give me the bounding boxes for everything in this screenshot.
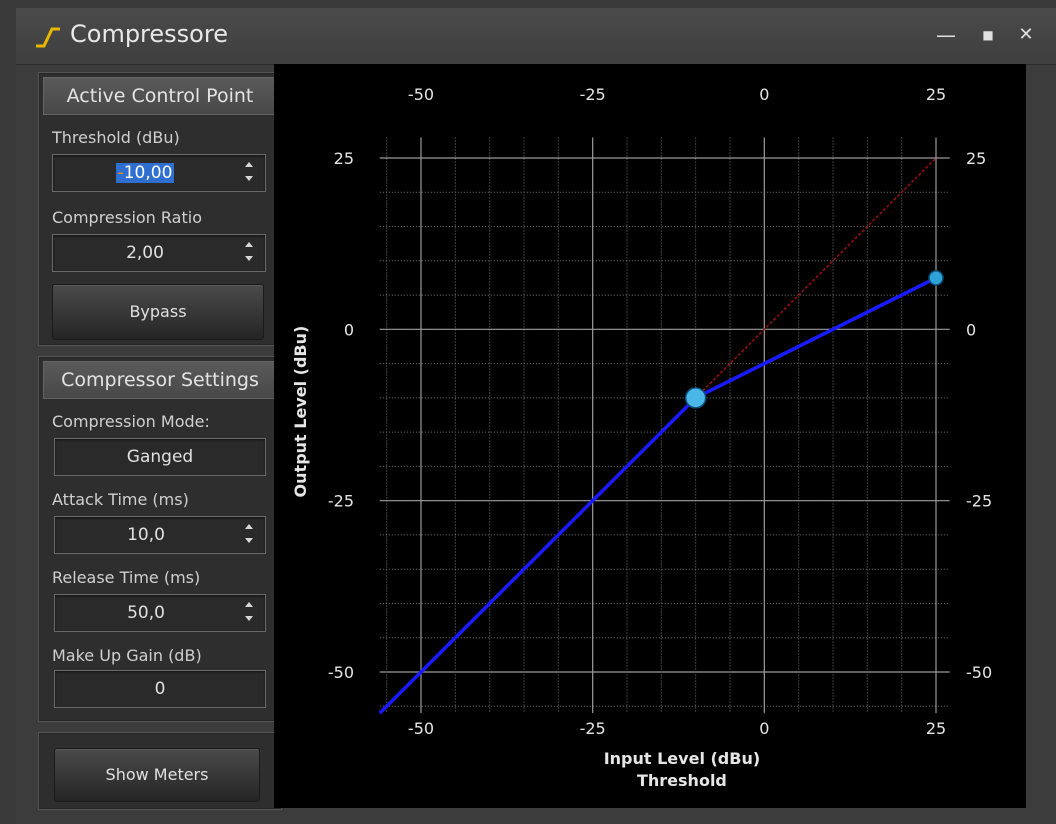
transfer-curve-chart[interactable]: -50 -50 -25 -25 0 0 25 25 -50 -50 -25 -25 0 0 25 25 Inpu… [274,64,1026,808]
y-tick-label-left: -25 [328,492,354,511]
y-tick-label-right: 0 [966,320,976,339]
attack-time-value[interactable]: 10,0 [127,525,165,545]
make-up-gain-field[interactable]: 0 [54,670,266,708]
compression-mode-value[interactable]: Ganged [126,447,194,467]
threshold-label: Threshold (dBu) [52,128,180,147]
y-tick-label-left: 0 [344,320,354,339]
compressor-settings-header: Compressor Settings [43,361,277,399]
active-control-point[interactable] [684,387,707,409]
minimize-button[interactable]: — [936,23,956,47]
title-bar[interactable]: Compressore — ■ ✕ [16,8,1056,65]
close-button[interactable]: ✕ [1018,24,1034,45]
bypass-button[interactable]: Bypass [52,284,264,340]
unity-reference-line [695,157,937,399]
y-axis-label: Output Level (dBu) [291,326,310,498]
x-tick-label-bottom: -25 [580,719,606,738]
active-control-point-header: Active Control Point [43,77,277,115]
x-axis-label: Input Level (dBu) [604,749,760,768]
y-tick-label-left: -50 [328,663,354,682]
make-up-gain-value[interactable]: 0 [154,679,166,699]
y-tick-label-right: -25 [966,492,992,511]
show-meters-button[interactable]: Show Meters [54,748,260,802]
threshold-value[interactable]: -10,00 [115,163,175,183]
y-tick-label-right: 25 [966,149,986,168]
ratio-spin-arrows-icon[interactable] [243,240,255,266]
x-tick-label-top: 25 [926,85,946,104]
x-tick-label-bottom: 25 [926,719,946,738]
control-point[interactable] [928,270,944,286]
x-axis-sublabel: Threshold [637,771,727,790]
compressor-curve-icon [36,27,60,48]
release-time-spinbox[interactable]: 50,0 [54,594,266,632]
attack-time-spinbox[interactable]: 10,0 [54,516,266,554]
release-spin-arrows-icon[interactable] [243,600,255,626]
attack-spin-arrows-icon[interactable] [243,522,255,548]
release-time-value[interactable]: 50,0 [127,603,165,623]
compression-ratio-spinbox[interactable]: 2,00 [52,234,266,272]
make-up-gain-label: Make Up Gain (dB) [52,646,202,665]
compression-mode-label: Compression Mode: [52,412,210,431]
transfer-curve-plot[interactable]: -50 -50 -25 -25 0 0 25 25 -50 -50 -25 -25 0 0 25 25 Inpu… [274,64,1026,808]
window-title: Compressore [70,20,228,48]
compression-ratio-label: Compression Ratio [52,208,202,227]
x-tick-label-top: -25 [580,85,606,104]
threshold-spin-arrows-icon[interactable] [243,160,255,186]
compression-curve-line [378,276,937,715]
attack-time-label: Attack Time (ms) [52,490,189,509]
x-tick-label-top: -50 [408,85,434,104]
release-time-label: Release Time (ms) [52,568,201,587]
compression-mode-field[interactable]: Ganged [54,438,266,476]
x-tick-label-top: 0 [759,85,769,104]
x-tick-label-bottom: -50 [408,719,434,738]
compression-ratio-value[interactable]: 2,00 [126,243,164,263]
maximize-button[interactable]: ■ [982,28,994,42]
y-tick-label-left: 25 [334,149,354,168]
threshold-spinbox[interactable]: -10,00 [52,154,266,192]
x-tick-label-bottom: 0 [759,719,769,738]
y-tick-label-right: -50 [966,663,992,682]
